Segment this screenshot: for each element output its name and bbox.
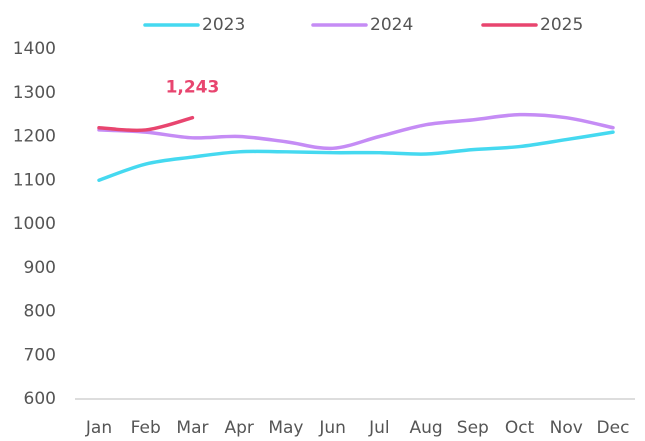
x-tick-label: Sep [457, 418, 489, 438]
y-tick-label: 600 [24, 389, 56, 409]
x-tick-label: Nov [550, 418, 583, 438]
x-tick-label: Apr [224, 418, 253, 438]
x-tick-label: Feb [131, 418, 161, 438]
y-tick-label: 800 [24, 302, 56, 322]
legend-label: 2025 [540, 15, 583, 35]
x-tick-label: May [268, 418, 303, 438]
series-line [97, 130, 615, 182]
x-tick-label: Jan [85, 418, 112, 438]
x-tick-label: Dec [597, 418, 630, 438]
x-tick-label: Mar [176, 418, 208, 438]
x-tick-label: Jul [368, 418, 390, 438]
data-label: 1,243 [166, 78, 220, 98]
legend-label: 2024 [370, 15, 413, 35]
y-tick-label: 700 [24, 345, 56, 365]
y-tick-label: 1100 [13, 170, 56, 190]
x-tick-label: Aug [409, 418, 442, 438]
series-line [97, 112, 615, 151]
series-line [97, 115, 195, 133]
y-tick-label: 1300 [13, 83, 56, 103]
x-tick-label: Jun [318, 418, 346, 438]
legend-label: 2023 [202, 15, 245, 35]
y-tick-label: 1000 [13, 214, 56, 234]
y-tick-label: 1200 [13, 127, 56, 147]
x-tick-label: Oct [505, 418, 535, 438]
y-tick-label: 900 [24, 258, 56, 278]
y-tick-label: 1400 [13, 39, 56, 59]
